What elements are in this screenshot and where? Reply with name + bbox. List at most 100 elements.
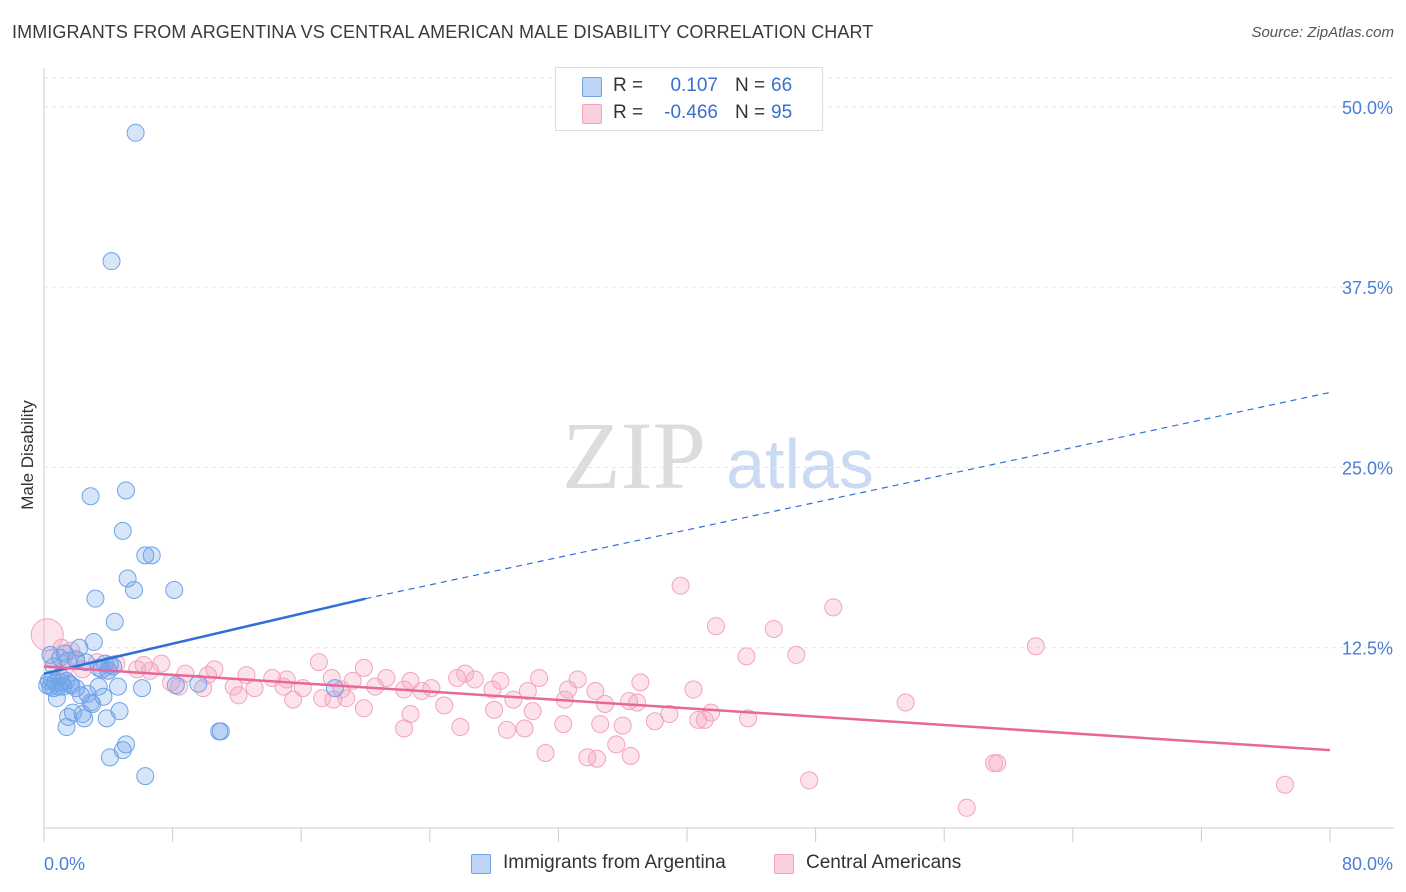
central-american-point: [587, 749, 606, 768]
legend-swatch-pink: [774, 854, 794, 874]
central-american-point: [337, 689, 356, 708]
trend-lines: [43, 391, 1331, 752]
series-legend: Immigrants from Argentina Central Americ…: [0, 852, 1406, 878]
central-american-point: [559, 680, 578, 699]
r-value: -0.466: [664, 102, 718, 123]
argentina-point: [113, 521, 132, 540]
central-american-point: [695, 710, 714, 729]
grid-lines: [44, 77, 1394, 649]
central-american-point: [141, 661, 160, 680]
argentina-point: [136, 767, 155, 786]
y-tick-label: 37.5%: [1342, 278, 1393, 298]
argentina-point: [166, 676, 185, 695]
r-label: R =: [613, 102, 644, 123]
argentina-point: [51, 648, 70, 667]
central-american-point: [896, 693, 915, 712]
central-american-point: [621, 746, 640, 765]
central-american-point: [451, 718, 470, 737]
central-american-point: [465, 670, 484, 689]
central-american-point: [613, 716, 632, 735]
central-american-point: [607, 735, 626, 754]
central-american-point: [536, 744, 555, 762]
argentina-point: [126, 123, 145, 142]
central-american-point: [1275, 775, 1294, 794]
argentina-point: [133, 679, 152, 698]
central-american-point: [435, 696, 454, 715]
argentina-point: [211, 722, 230, 741]
central-american-point: [645, 712, 664, 731]
legend-label-argentina: Immigrants from Argentina: [503, 852, 726, 873]
legend-swatch-pink: [582, 104, 602, 124]
central-american-point: [518, 681, 537, 700]
n-label: N =: [735, 102, 766, 123]
chart-source: Source: ZipAtlas.com: [1251, 24, 1394, 41]
central-american-point: [660, 705, 679, 724]
central-american-point: [229, 686, 248, 705]
central-american-point: [684, 680, 703, 699]
central-american-point: [322, 669, 341, 687]
central-american-point: [800, 771, 819, 790]
central-american-point: [324, 690, 343, 709]
argentina-point: [83, 694, 102, 713]
argentina-point: [116, 481, 135, 500]
argentina-point: [44, 679, 63, 698]
central-american-point: [787, 645, 806, 664]
central-american-point: [422, 679, 441, 698]
central-american-point: [152, 654, 171, 673]
central-american-point: [485, 700, 504, 719]
central-american-point: [591, 715, 610, 734]
central-american-point: [739, 709, 758, 728]
y-tick-label: 12.5%: [1342, 639, 1393, 659]
central-american-point: [586, 681, 605, 700]
y-tick-label: 50.0%: [1342, 98, 1393, 118]
central-american-point: [456, 664, 475, 683]
x-tick-label: 80.0%: [1342, 854, 1393, 874]
n-value: 66: [771, 75, 793, 96]
argentina-point: [108, 677, 127, 696]
central-american-point: [515, 719, 534, 738]
legend-swatch-blue: [471, 854, 491, 874]
data-points: [30, 123, 1294, 817]
y-tick-labels: 12.5% 25.0% 37.5% 50.0%: [1342, 98, 1393, 659]
legend-label-central-americans: Central Americans: [806, 852, 962, 873]
argentina-point: [125, 581, 144, 600]
argentina-point: [100, 748, 119, 767]
x-tick-labels: 0.0% 80.0%: [44, 854, 1393, 874]
central-american-point: [170, 677, 189, 696]
central-american-point: [1026, 637, 1045, 656]
central-american-point: [284, 690, 303, 709]
central-american-point: [737, 647, 756, 666]
central-american-point: [354, 699, 373, 718]
central-american-point: [448, 669, 467, 687]
central-american-point: [497, 720, 516, 739]
central-american-point: [578, 748, 597, 767]
chart-title: IMMIGRANTS FROM ARGENTINA VS CENTRAL AME…: [12, 22, 874, 42]
central-american-point: [988, 754, 1007, 773]
central-american-point: [504, 690, 523, 709]
axes: [43, 68, 1394, 842]
central-american-point: [706, 617, 725, 636]
argentina-point: [75, 709, 94, 728]
argentina-trend-line: [43, 597, 366, 675]
watermark-atlas: atlas: [726, 425, 874, 503]
central-american-point: [671, 576, 690, 595]
central-american-point: [523, 702, 542, 721]
central-american-point: [354, 658, 373, 677]
argentina-point: [97, 709, 116, 728]
central-american-point: [957, 798, 976, 817]
argentina-point: [89, 677, 108, 696]
argentina-point: [136, 546, 155, 565]
argentina-point: [142, 546, 161, 565]
argentina-point: [118, 569, 137, 588]
central-american-point: [205, 660, 224, 679]
r-value: 0.107: [670, 75, 718, 96]
legend-swatch-blue: [582, 77, 602, 97]
central-american-point: [395, 719, 414, 738]
central-american-point: [764, 619, 783, 638]
central-american-point: [530, 669, 549, 687]
stats-row-argentina: R = 0.107 N = 66: [556, 74, 822, 100]
argentina-point: [57, 718, 76, 737]
argentina-point: [325, 679, 344, 698]
argentina-point: [62, 676, 81, 695]
